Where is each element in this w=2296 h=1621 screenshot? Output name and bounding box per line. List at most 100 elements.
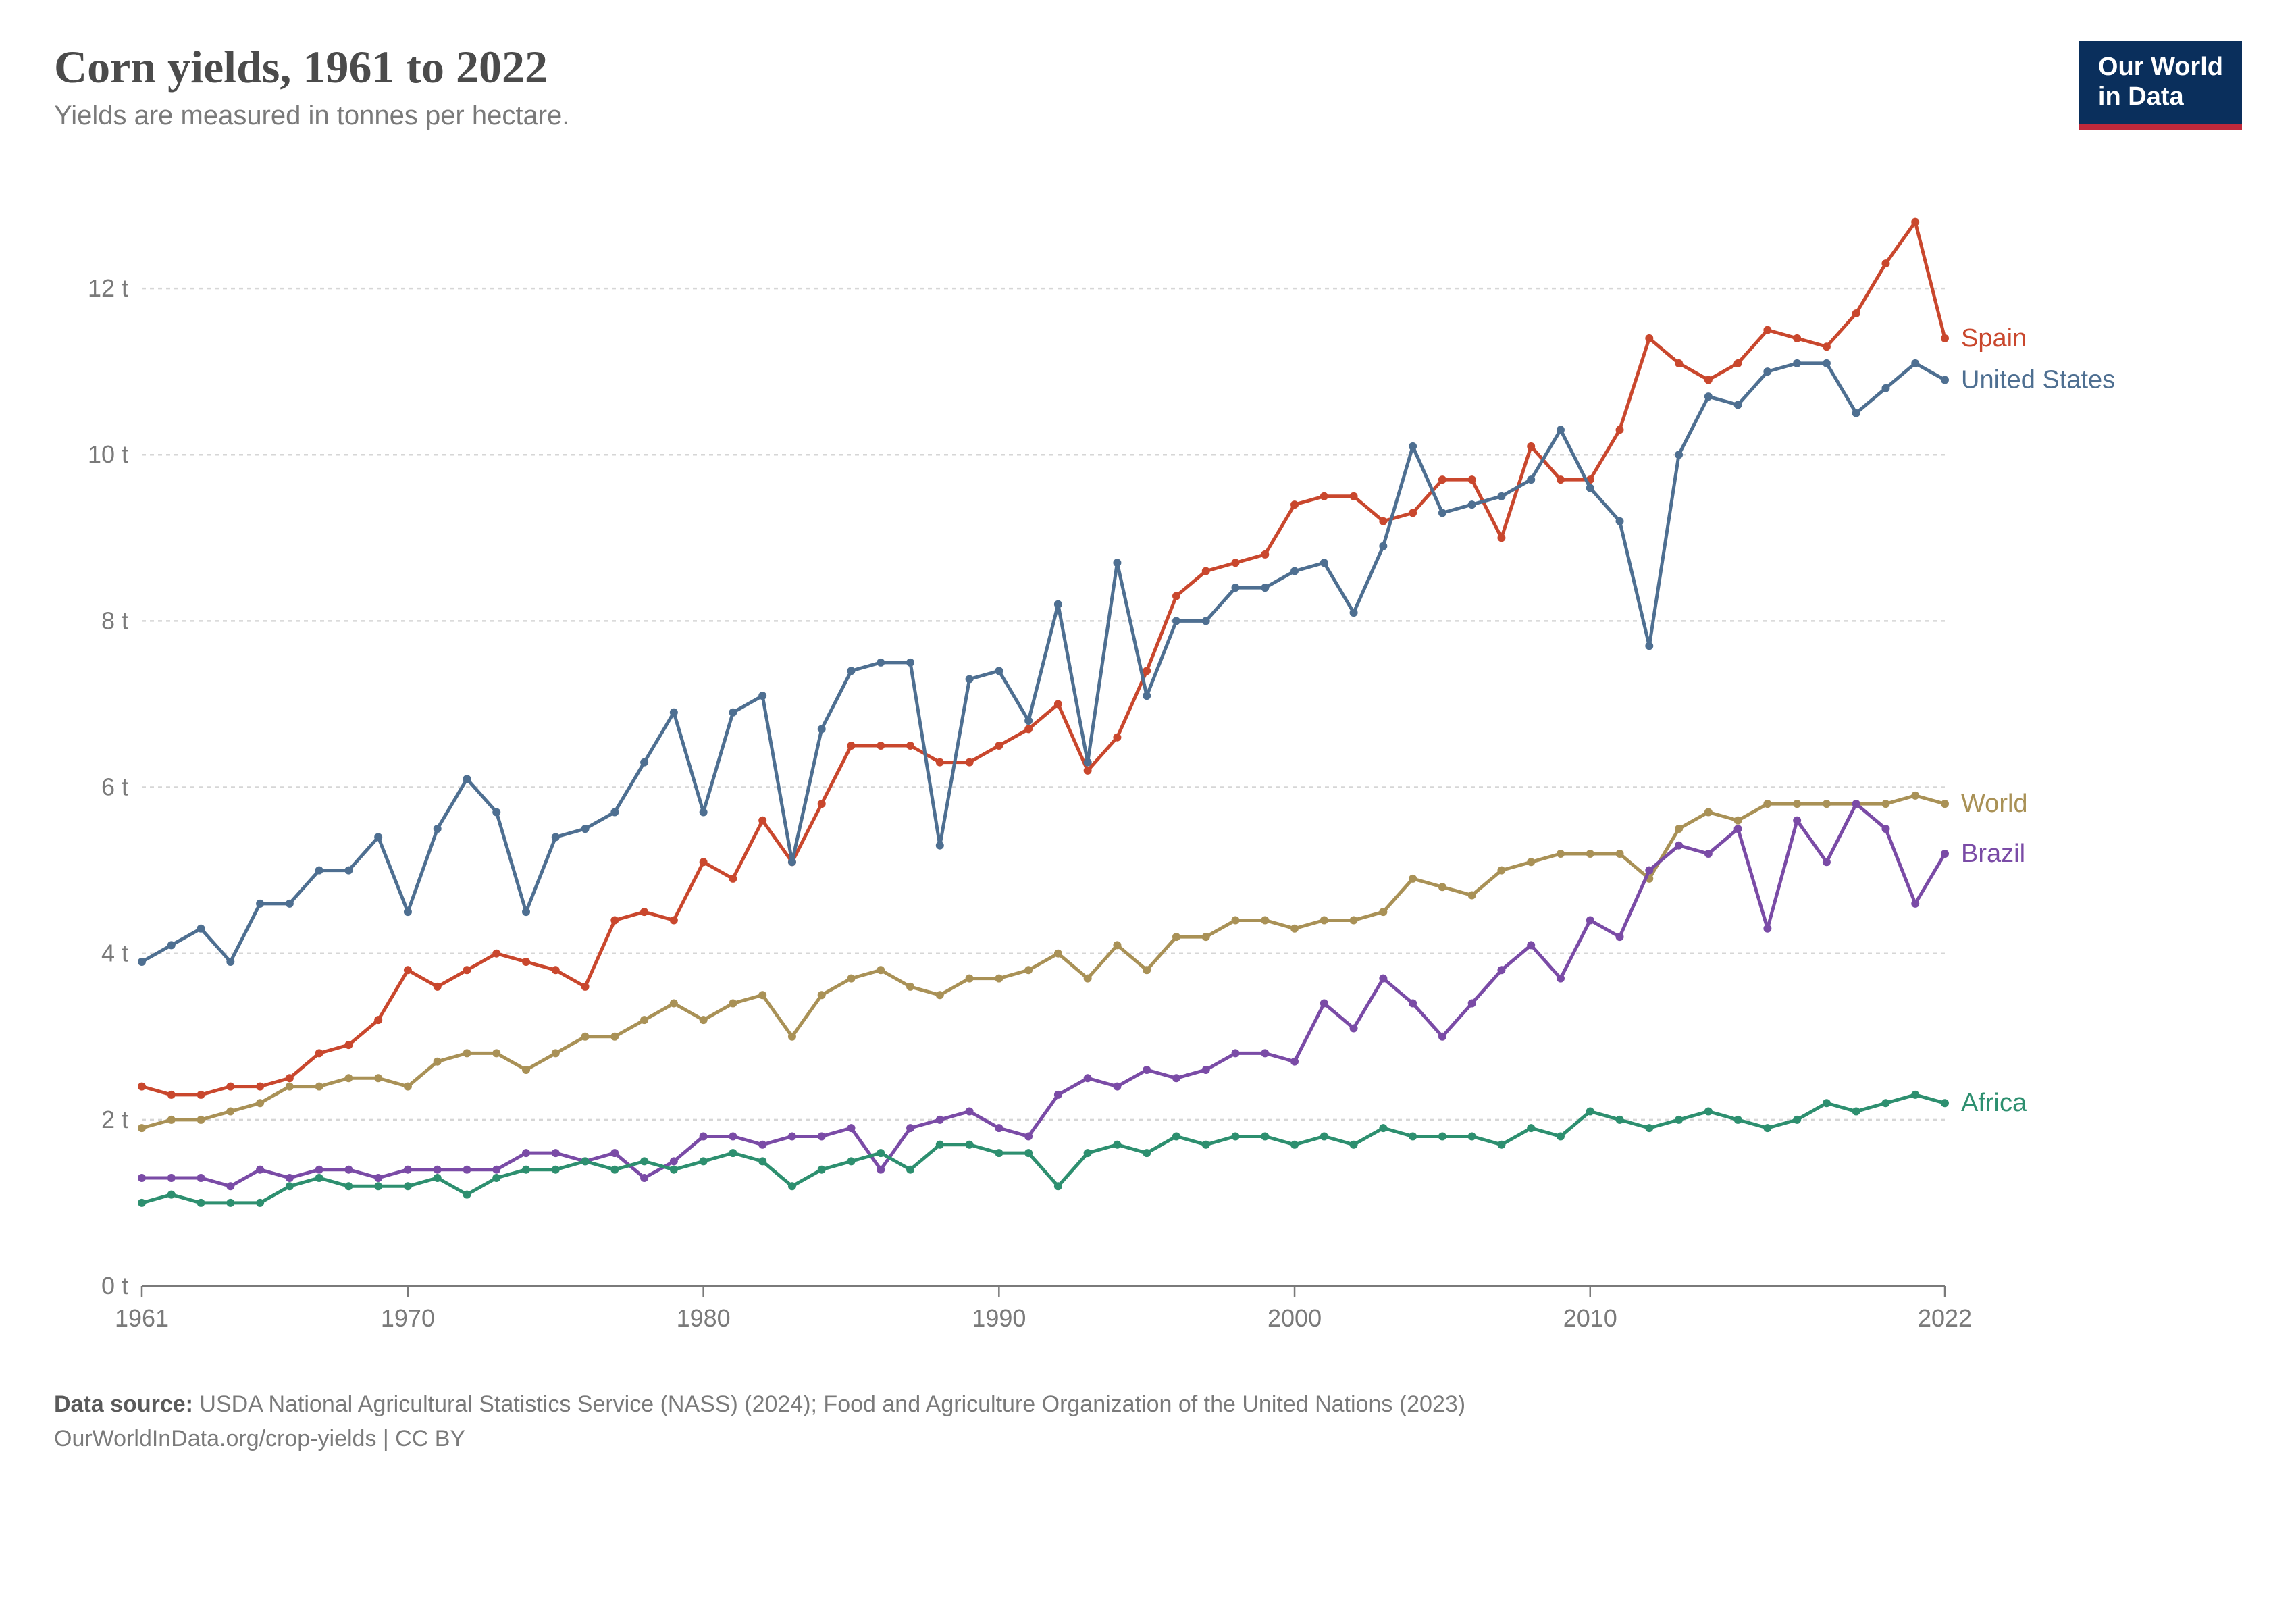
series-marker <box>758 692 766 700</box>
series-marker <box>463 966 471 974</box>
series-marker <box>1084 1149 1092 1157</box>
series-marker <box>256 1083 264 1091</box>
series-marker <box>966 758 974 767</box>
series-marker <box>1468 892 1476 900</box>
series-marker <box>1202 617 1210 625</box>
series-marker <box>167 941 176 949</box>
series-marker <box>1911 218 1919 226</box>
series-marker <box>700 808 708 816</box>
series-marker <box>670 1166 678 1174</box>
series-marker <box>1497 867 1505 875</box>
series-marker <box>492 1049 500 1057</box>
series-marker <box>1202 933 1210 941</box>
series-marker <box>1054 950 1062 958</box>
series-marker <box>1881 800 1889 808</box>
series-marker <box>1675 359 1683 367</box>
series-marker <box>1084 767 1092 775</box>
series-marker <box>1734 401 1742 409</box>
series-marker <box>492 1174 500 1182</box>
series-marker <box>315 1049 323 1057</box>
series-marker <box>1024 725 1033 733</box>
series-marker <box>1823 342 1831 351</box>
series-marker <box>344 1182 353 1190</box>
series-marker <box>1823 800 1831 808</box>
series-marker <box>877 659 885 667</box>
series-marker <box>1881 259 1889 267</box>
series-marker <box>1645 642 1653 650</box>
series-marker <box>995 667 1003 675</box>
series-marker <box>256 1199 264 1207</box>
series-marker <box>995 1149 1003 1157</box>
series-marker <box>1704 808 1713 816</box>
series-marker <box>1320 1000 1328 1008</box>
series-marker <box>1024 1132 1033 1140</box>
series-marker <box>1793 817 1801 825</box>
footer: Data source: USDA National Agricultural … <box>54 1387 2242 1456</box>
series-marker <box>1616 850 1624 858</box>
series-marker <box>1586 916 1594 924</box>
series-marker <box>1320 559 1328 567</box>
series-marker <box>1823 858 1831 866</box>
series-marker <box>1379 542 1387 550</box>
series-marker <box>1497 492 1505 500</box>
series-marker <box>404 1182 412 1190</box>
series-marker <box>522 1066 530 1074</box>
series-marker <box>552 1049 560 1057</box>
series-line-united-states <box>142 363 1945 962</box>
series-marker <box>1941 800 1949 808</box>
series-marker <box>788 858 796 866</box>
x-tick-label: 2010 <box>1563 1304 1617 1332</box>
series-marker <box>610 1149 619 1157</box>
series-marker <box>1852 800 1860 808</box>
series-marker <box>1172 592 1180 600</box>
series-marker <box>1527 858 1535 866</box>
series-marker <box>1290 500 1299 509</box>
series-marker <box>138 1199 146 1207</box>
series-marker <box>1852 1108 1860 1116</box>
series-marker <box>670 1157 678 1165</box>
series-marker <box>315 1166 323 1174</box>
series-marker <box>1468 475 1476 484</box>
series-marker <box>1527 475 1535 484</box>
series-line-africa <box>142 1095 1945 1203</box>
series-marker <box>1350 1141 1358 1149</box>
series-marker <box>1379 908 1387 916</box>
series-marker <box>1557 850 1565 858</box>
series-marker <box>1202 567 1210 575</box>
series-marker <box>1113 1141 1121 1149</box>
series-marker <box>581 1157 590 1165</box>
series-marker <box>1290 925 1299 933</box>
series-label-africa: Africa <box>1961 1089 2027 1117</box>
series-marker <box>1350 609 1358 617</box>
series-marker <box>1881 1099 1889 1107</box>
logo-line2: in Data <box>2098 82 2223 112</box>
series-marker <box>966 1141 974 1149</box>
series-marker <box>1143 692 1151 700</box>
series-marker <box>1881 384 1889 392</box>
series-marker <box>936 1141 944 1149</box>
logo-line1: Our World <box>2098 53 2223 82</box>
series-marker <box>1290 567 1299 575</box>
series-marker <box>1350 916 1358 924</box>
series-marker <box>1438 475 1446 484</box>
series-marker <box>1172 1074 1180 1082</box>
series-marker <box>995 1124 1003 1132</box>
chart-title: Corn yields, 1961 to 2022 <box>54 41 2242 94</box>
series-marker <box>463 1049 471 1057</box>
series-marker <box>1350 492 1358 500</box>
series-marker <box>1409 442 1417 451</box>
series-marker <box>197 925 205 933</box>
series-marker <box>138 1083 146 1091</box>
series-marker <box>758 817 766 825</box>
series-marker <box>1557 475 1565 484</box>
series-marker <box>197 1199 205 1207</box>
series-marker <box>1143 966 1151 974</box>
series-marker <box>404 1166 412 1174</box>
series-marker <box>1468 500 1476 509</box>
series-marker <box>788 1033 796 1041</box>
series-marker <box>226 1083 234 1091</box>
series-marker <box>1143 1149 1151 1157</box>
series-marker <box>1084 975 1092 983</box>
series-marker <box>1704 850 1713 858</box>
series-marker <box>1438 1132 1446 1140</box>
